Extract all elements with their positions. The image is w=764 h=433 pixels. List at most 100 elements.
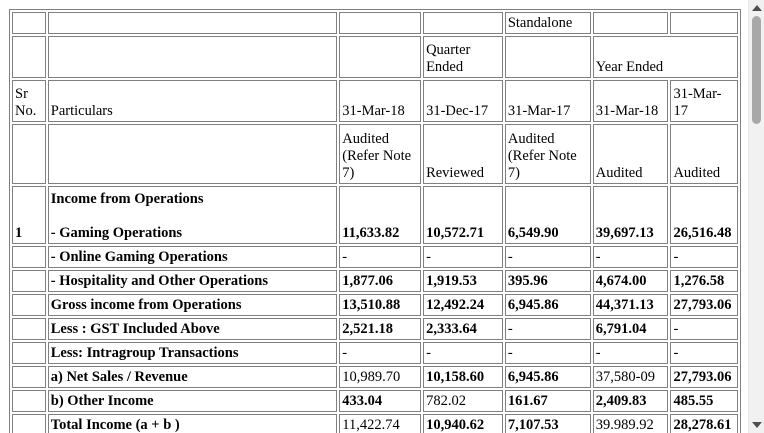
empty-cell bbox=[47, 36, 338, 78]
row-label: - Hospitality and Other Operations bbox=[47, 270, 338, 292]
value-cell: 11,422.74 bbox=[339, 414, 422, 433]
table-row: - Online Gaming Operations - - - - - bbox=[12, 246, 738, 268]
section-title: Income from Operations bbox=[50, 191, 204, 207]
empty-cell bbox=[592, 12, 669, 34]
value-cell: 7,107.53 bbox=[504, 414, 591, 433]
value-cell: 10,940.62 bbox=[423, 414, 503, 433]
value-cell: 10,572.71 bbox=[423, 186, 503, 244]
row-label: a) Net Sales / Revenue bbox=[47, 366, 338, 388]
quarter-ended-header: Quarter Ended bbox=[423, 36, 503, 78]
value-cell: - bbox=[592, 246, 669, 268]
scroll-up-icon[interactable] bbox=[752, 5, 762, 11]
empty-cell bbox=[12, 342, 46, 364]
value-cell: 1,919.53 bbox=[423, 270, 503, 292]
value-cell: 27,793.06 bbox=[670, 366, 738, 388]
value-cell: 26,516.48 bbox=[670, 186, 738, 244]
sr-no-header: Sr No. bbox=[12, 80, 46, 122]
vertical-scrollbar[interactable] bbox=[748, 0, 764, 433]
audit-status: Audited bbox=[592, 124, 669, 184]
empty-cell bbox=[504, 36, 591, 78]
value-cell: - bbox=[423, 246, 503, 268]
scroll-down-icon[interactable] bbox=[752, 422, 762, 428]
audit-status: Audited bbox=[670, 124, 738, 184]
value-cell: 27,793.06 bbox=[670, 294, 738, 316]
empty-cell bbox=[12, 390, 46, 412]
empty-cell bbox=[12, 12, 46, 34]
row-label: Less: Intragroup Transactions bbox=[47, 342, 338, 364]
financial-results-table: Standalone Quarter Ended Year Ended Sr N… bbox=[9, 9, 741, 433]
row-label: Less : GST Included Above bbox=[47, 318, 338, 340]
date-header: 31-Mar-18 bbox=[339, 80, 422, 122]
value-cell: 10,158.60 bbox=[423, 366, 503, 388]
empty-cell bbox=[670, 12, 738, 34]
value-cell: 28,278.61 bbox=[670, 414, 738, 433]
empty-cell bbox=[423, 12, 503, 34]
value-cell: - bbox=[504, 318, 591, 340]
value-cell: 161.67 bbox=[504, 390, 591, 412]
value-cell: 39,697.13 bbox=[592, 186, 669, 244]
audit-status: Reviewed bbox=[423, 124, 503, 184]
value-cell: 6,945.86 bbox=[504, 366, 591, 388]
value-cell: 2,333.64 bbox=[423, 318, 503, 340]
row-label: Total Income (a + b ) bbox=[47, 414, 338, 433]
value-cell: 782.02 bbox=[423, 390, 503, 412]
value-cell: - bbox=[670, 318, 738, 340]
table-row: Gross income from Operations 13,510.88 1… bbox=[12, 294, 738, 316]
table-row: - Hospitality and Other Operations 1,877… bbox=[12, 270, 738, 292]
header-row-status: Audited (Refer Note 7) Reviewed Audited … bbox=[12, 124, 738, 184]
header-row-standalone: Standalone bbox=[12, 12, 738, 34]
table-row-income-from-operations: 1 Income from Operations - Gaming Operat… bbox=[12, 186, 738, 244]
value-cell: 1,276.58 bbox=[670, 270, 738, 292]
empty-cell bbox=[12, 414, 46, 433]
value-cell: 12,492.24 bbox=[423, 294, 503, 316]
particulars-cell: Income from Operations - Gaming Operatio… bbox=[47, 186, 338, 244]
value-cell: - bbox=[504, 246, 591, 268]
value-cell: - bbox=[592, 342, 669, 364]
empty-cell bbox=[12, 294, 46, 316]
value-cell: 395.96 bbox=[504, 270, 591, 292]
empty-cell bbox=[12, 124, 46, 184]
value-cell: 1,877.06 bbox=[339, 270, 422, 292]
empty-cell bbox=[12, 246, 46, 268]
table-row: Total Income (a + b ) 11,422.74 10,940.6… bbox=[12, 414, 738, 433]
value-cell: 6,945.86 bbox=[504, 294, 591, 316]
empty-cell bbox=[12, 318, 46, 340]
value-cell: 10,989.70 bbox=[339, 366, 422, 388]
value-cell: 13,510.88 bbox=[339, 294, 422, 316]
value-cell: 6,791.04 bbox=[592, 318, 669, 340]
empty-cell bbox=[47, 124, 338, 184]
value-cell: 39.989.92 bbox=[592, 414, 669, 433]
table-row: a) Net Sales / Revenue 10,989.70 10,158.… bbox=[12, 366, 738, 388]
value-cell: - bbox=[670, 342, 738, 364]
value-cell: 44,371.13 bbox=[592, 294, 669, 316]
row-label: - Online Gaming Operations bbox=[47, 246, 338, 268]
header-row-periods: Quarter Ended Year Ended bbox=[12, 36, 738, 78]
standalone-header: Standalone bbox=[504, 12, 591, 34]
value-cell: 2,521.18 bbox=[339, 318, 422, 340]
value-cell: 433.04 bbox=[339, 390, 422, 412]
row-label: - Gaming Operations bbox=[50, 225, 183, 241]
table-row: Less: Intragroup Transactions - - - - - bbox=[12, 342, 738, 364]
value-cell: - bbox=[423, 342, 503, 364]
row-label: Gross income from Operations bbox=[47, 294, 338, 316]
row-label: b) Other Income bbox=[47, 390, 338, 412]
empty-cell bbox=[339, 12, 422, 34]
value-cell: - bbox=[339, 246, 422, 268]
value-cell: 6,549.90 bbox=[504, 186, 591, 244]
value-cell: - bbox=[670, 246, 738, 268]
value-cell: - bbox=[504, 342, 591, 364]
value-cell: 485.55 bbox=[670, 390, 738, 412]
date-header: 31-Mar-18 bbox=[592, 80, 669, 122]
value-cell: 37,580-09 bbox=[592, 366, 669, 388]
year-ended-header: Year Ended bbox=[592, 36, 738, 78]
scrollbar-thumb[interactable] bbox=[752, 16, 761, 124]
table-row: b) Other Income 433.04 782.02 161.67 2,4… bbox=[12, 390, 738, 412]
value-cell: - bbox=[339, 342, 422, 364]
audit-status: Audited (Refer Note 7) bbox=[504, 124, 591, 184]
particulars-header: Particulars bbox=[47, 80, 338, 122]
value-cell: 11,633.82 bbox=[339, 186, 422, 244]
value-cell: 4,674.00 bbox=[592, 270, 669, 292]
value-cell: 2,409.83 bbox=[592, 390, 669, 412]
sr-number: 1 bbox=[12, 186, 46, 244]
